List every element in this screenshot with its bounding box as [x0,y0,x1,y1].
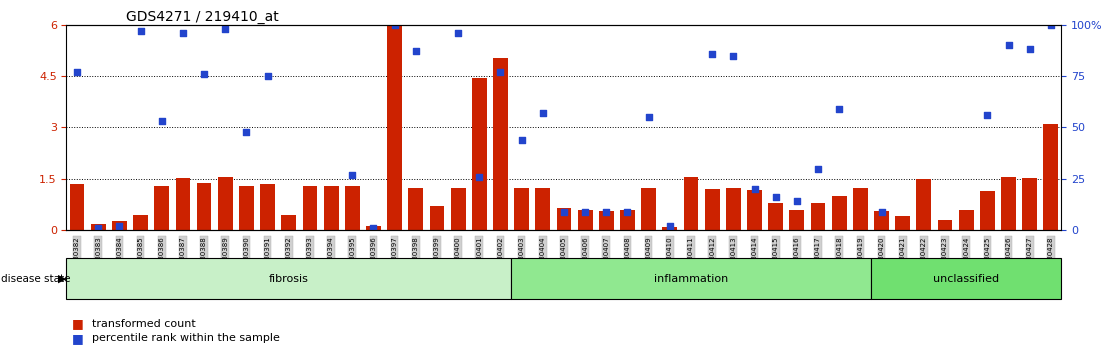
Bar [726,188,741,230]
Bar [133,215,148,230]
Text: ▶: ▶ [58,274,66,284]
Bar [895,216,910,230]
Point [1042,22,1059,28]
Bar [684,177,698,230]
Bar [620,210,635,230]
Point [788,199,806,204]
Bar [154,185,170,230]
Point [195,71,213,77]
Bar [409,188,423,230]
Bar [1044,124,1058,230]
Bar [302,186,317,230]
Bar [599,211,614,230]
Bar [260,184,275,230]
Bar [91,224,105,230]
Point [873,209,891,215]
Bar [958,210,974,230]
Text: fibrosis: fibrosis [269,274,309,284]
Point [555,209,573,215]
Bar [112,221,126,230]
Bar [811,203,825,230]
Point [343,172,361,177]
Bar [705,189,719,230]
Point [725,53,742,58]
Bar [768,203,783,230]
Point [365,225,382,231]
Point [534,110,552,116]
Bar [747,190,762,230]
Point [767,194,784,200]
Bar [430,206,444,230]
Bar [387,27,402,230]
Bar [175,178,191,230]
Text: transformed count: transformed count [92,319,196,329]
Bar [472,78,486,230]
Bar [239,185,254,230]
Bar [979,191,995,230]
Point [216,26,234,32]
Point [90,225,107,231]
Point [69,69,86,75]
Point [449,30,466,36]
Bar [345,186,360,230]
Text: unclassified: unclassified [933,274,999,284]
Bar [218,177,233,230]
Point [237,129,255,135]
Point [746,186,763,192]
Point [259,73,277,79]
Point [513,137,531,143]
Point [492,69,510,75]
Point [704,51,721,56]
Bar [1023,178,1037,230]
Point [174,30,192,36]
Bar [324,185,339,230]
Point [576,209,594,215]
Point [153,119,171,124]
Point [111,223,129,229]
Point [830,106,848,112]
Text: disease state: disease state [1,274,71,284]
Bar [642,188,656,230]
Bar [1002,177,1016,230]
Bar [832,196,847,230]
Point [978,112,996,118]
Point [618,209,636,215]
Bar [577,210,593,230]
Bar [197,183,212,230]
Point [1020,47,1038,52]
Text: inflammation: inflammation [654,274,728,284]
Bar [493,58,507,230]
Text: ■: ■ [72,332,84,344]
Bar [366,226,381,230]
Bar [556,208,572,230]
Bar [451,188,465,230]
Bar [535,188,551,230]
Bar [853,188,868,230]
Point [471,174,489,179]
Bar [916,179,931,230]
Text: percentile rank within the sample: percentile rank within the sample [92,333,280,343]
Text: GDS4271 / 219410_at: GDS4271 / 219410_at [126,10,279,24]
Point [999,42,1017,48]
Bar [281,215,296,230]
Text: ■: ■ [72,318,84,330]
Point [639,114,657,120]
Bar [789,210,804,230]
Bar [874,211,889,230]
Point [407,48,424,54]
Point [809,166,827,171]
Point [661,223,679,229]
Bar [663,227,677,230]
Bar [514,188,529,230]
Bar [70,184,84,230]
Point [597,209,615,215]
Point [386,22,403,28]
Point [132,28,150,34]
Bar [937,220,953,230]
